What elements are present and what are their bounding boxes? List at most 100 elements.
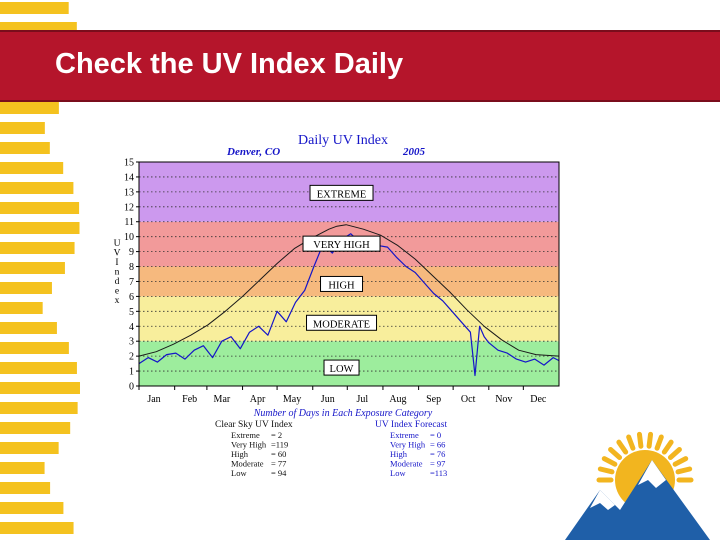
sun-ray	[667, 446, 682, 460]
stripe	[0, 2, 69, 14]
summary-label: Moderate	[231, 459, 264, 469]
band-label-box	[323, 359, 360, 376]
summary-label: Extreme	[390, 430, 419, 440]
summary-label: Low	[390, 468, 406, 478]
plot-frame	[138, 161, 560, 387]
x-tick-label: Oct	[461, 394, 476, 405]
band-label: EXTREME	[317, 189, 367, 200]
stripe	[0, 222, 80, 234]
summary-value: = 77	[271, 459, 286, 469]
chart-location: Denver, CO	[226, 146, 280, 158]
stripe	[0, 362, 77, 374]
y-tick-label: 0	[129, 382, 134, 393]
stripe	[0, 122, 45, 134]
band-label-box	[320, 275, 364, 292]
sun-ray	[608, 446, 623, 460]
stripe	[0, 442, 59, 454]
stripe	[0, 302, 43, 314]
stripe	[0, 182, 74, 194]
x-tick-label: Sep	[426, 394, 441, 405]
sun-ray	[601, 456, 618, 467]
summary-label: Very High	[231, 440, 267, 450]
summary-value: = 60	[271, 449, 286, 459]
x-tick-label: Mar	[214, 394, 231, 405]
y-tick-label: 3	[129, 337, 134, 348]
band-label-box	[302, 235, 381, 252]
sun-ray	[597, 466, 615, 475]
summary-label: Moderate	[390, 459, 423, 469]
y-tick-label: 12	[124, 202, 134, 213]
stripe	[0, 502, 64, 514]
y-axis-label-char: I	[115, 258, 118, 268]
band-label: MODERATE	[313, 319, 370, 330]
stripe	[0, 262, 65, 274]
y-tick-label: 6	[129, 292, 134, 303]
clear-sky-series	[138, 224, 560, 357]
y-tick-label: 7	[129, 277, 134, 288]
band-label-box	[309, 184, 374, 201]
stripe	[0, 322, 57, 334]
summary-value: =119	[271, 440, 288, 450]
x-tick-label: Jun	[321, 394, 335, 405]
stripe	[0, 202, 80, 214]
stripe	[0, 342, 69, 354]
x-tick-label: Apr	[250, 394, 266, 405]
summary-label: High	[231, 449, 249, 459]
stripe	[0, 242, 75, 254]
sun-ray	[616, 439, 629, 455]
chart-title: Daily UV Index	[298, 133, 388, 148]
band-labels: LOW MODERATE HIGH VERY HIGH EXTREME	[302, 184, 381, 376]
y-tick-label: 15	[124, 158, 134, 169]
y-tick-label: 14	[124, 172, 134, 183]
mountain-sun-logo	[565, 431, 710, 540]
x-tick-label: Aug	[389, 394, 406, 405]
summary-value: = 0	[430, 430, 441, 440]
band-label-box	[306, 314, 378, 331]
sun-ray	[626, 434, 636, 451]
summary-value: =113	[430, 468, 447, 478]
summary-label: Very High	[390, 440, 426, 450]
y-tick-label: 11	[124, 217, 134, 228]
y-axis-label-char: d	[115, 277, 120, 287]
summary-value: = 66	[430, 440, 445, 450]
summary-table: Extreme = 2 Very High =119 High = 60 Moderate =…	[231, 430, 447, 478]
title-bar: Check the UV Index Daily	[0, 30, 720, 102]
stripe	[0, 482, 51, 494]
summary-label: High	[390, 449, 408, 459]
x-tick-label: Feb	[182, 394, 197, 405]
x-tick-label: May	[283, 394, 301, 405]
x-tick-label: Nov	[495, 394, 512, 405]
mountain-icon	[565, 460, 710, 540]
summary-label: Extreme	[231, 430, 260, 440]
chart-year: 2005	[402, 146, 426, 158]
clear-sky-line	[138, 224, 560, 357]
sun-ray	[654, 434, 664, 451]
y-axis-label-char: n	[115, 268, 120, 278]
stripe	[0, 282, 52, 294]
y-tick-label: 9	[129, 247, 134, 258]
band-label: VERY HIGH	[313, 240, 370, 251]
stripe	[0, 142, 50, 154]
y-axis-label-char: x	[115, 296, 120, 306]
band-label: LOW	[330, 364, 354, 375]
y-tick-label: 10	[124, 232, 134, 243]
sun-ray	[646, 431, 654, 449]
stripe	[0, 382, 80, 394]
band-label: HIGH	[328, 280, 355, 291]
stripe	[0, 402, 78, 414]
y-tick-label: 13	[124, 187, 134, 198]
summary-value: = 94	[271, 468, 287, 478]
y-axis-label-char: V	[114, 249, 121, 259]
x-tick-label: Dec	[530, 394, 547, 405]
y-tick-label: 5	[129, 307, 134, 318]
stripe	[0, 162, 64, 174]
stripe	[0, 462, 45, 474]
y-tick-label: 8	[129, 262, 134, 273]
sun-ray	[675, 466, 693, 475]
forecast-heading: UV Index Forecast	[375, 420, 447, 430]
sun-ray	[661, 439, 674, 455]
y-tick-label: 2	[129, 352, 134, 363]
